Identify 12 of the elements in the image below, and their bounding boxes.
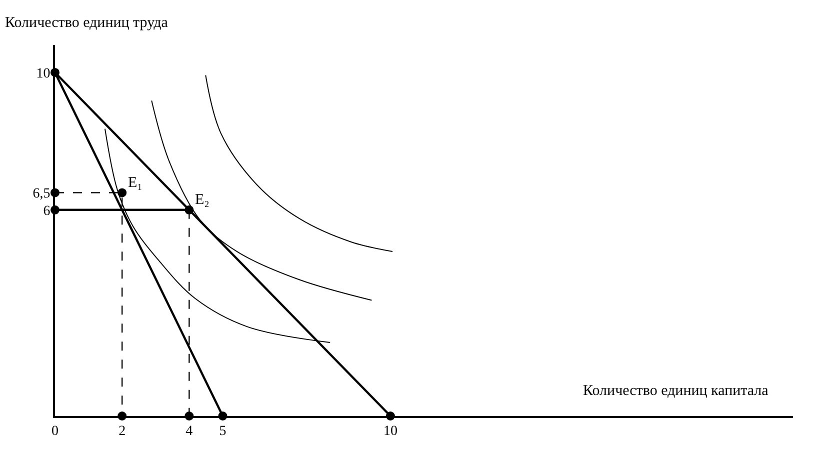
x-tick-label: 4 <box>186 424 193 439</box>
x-tick-label: 2 <box>118 424 126 439</box>
x-tick-label: 10 <box>383 424 398 439</box>
y-tick-label: 10 <box>36 66 50 82</box>
y-axis-title: Количество единиц труда <box>5 15 168 31</box>
x-tick-label: 5 <box>219 424 226 439</box>
annotation: E₂ <box>195 192 210 208</box>
annotation: E₁ <box>128 175 142 191</box>
y-tick-label: 6,5 <box>32 186 50 202</box>
x-axis-title: Количество единиц капитала <box>583 383 769 399</box>
x-tick-label: 0 <box>52 424 58 439</box>
y-tick-label: 6 <box>43 204 50 219</box>
